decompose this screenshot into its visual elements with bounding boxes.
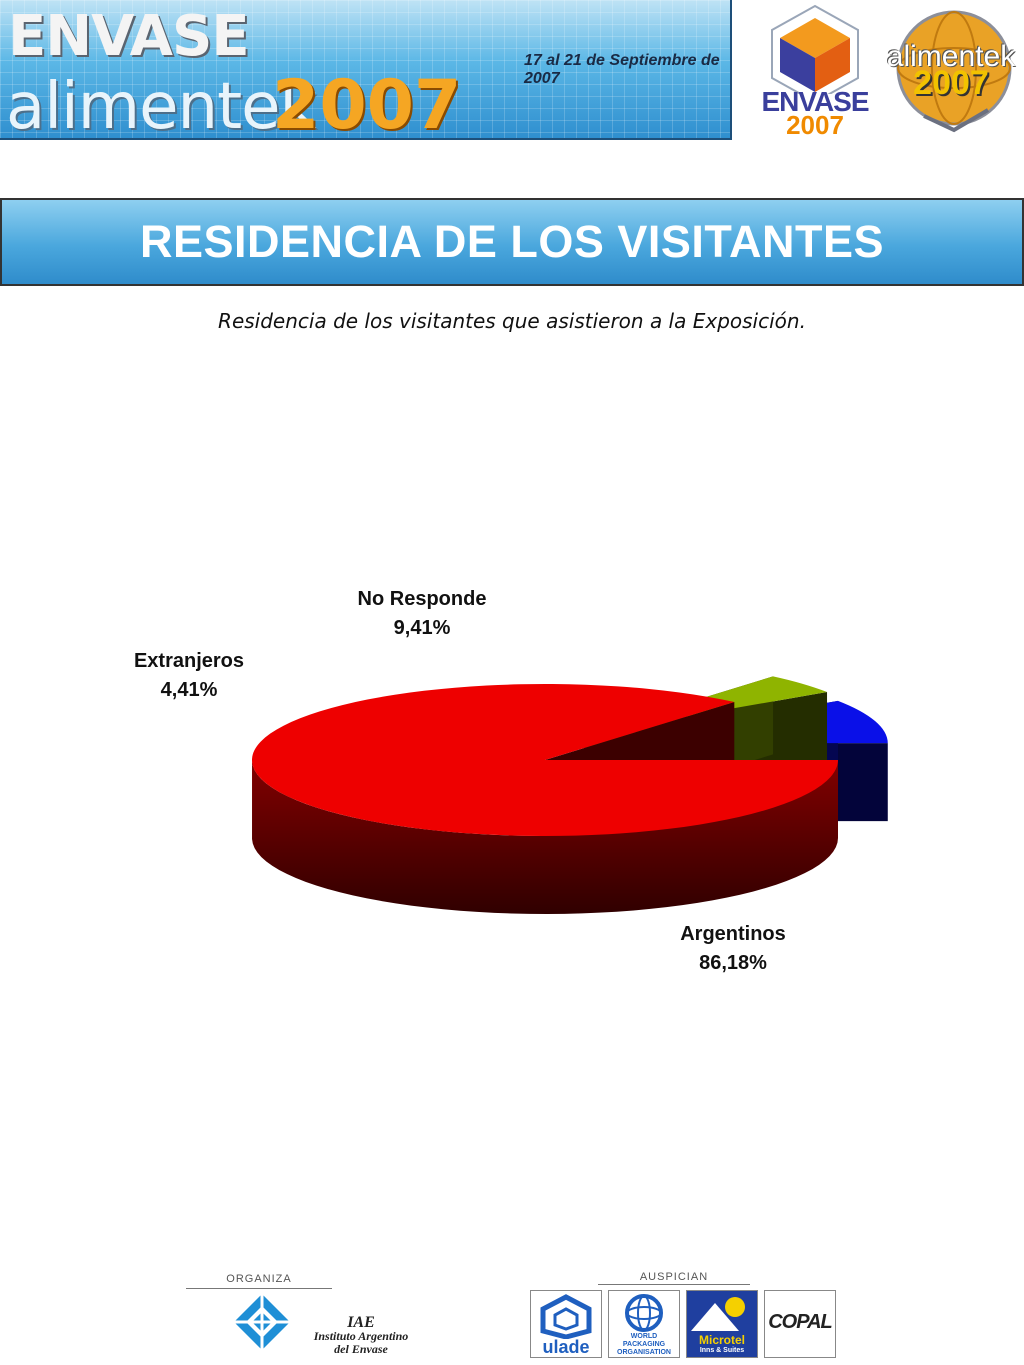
sponsor-microtel-line2: Inns & Suites: [699, 1347, 745, 1354]
label-argentinos-value: 86,18%: [699, 952, 767, 974]
pie-side-argentinos: [252, 760, 839, 914]
banner-dates: 17 al 21 de Septiembre de 2007: [524, 52, 720, 87]
envase-logo: ENVASE 2007: [748, 4, 882, 140]
banner-year: 2007: [272, 66, 462, 140]
sponsor-microtel: Microtel Inns & Suites: [686, 1290, 758, 1358]
alimentek-logo: alimentek 2007: [884, 6, 1018, 136]
alimentek-logo-word: alimentek: [886, 40, 1016, 73]
label-no-responde-name: No Responde: [357, 588, 487, 610]
banner-envase-word: ENVASE: [8, 4, 250, 69]
header-banner: ENVASE 17 al 21 de Septiembre de 2007 al…: [0, 0, 732, 140]
pie-slice-argentinos: [252, 684, 839, 836]
sponsor-wpo-line1: WORLD: [630, 1333, 658, 1340]
auspician-divider: [598, 1284, 750, 1285]
iae-logo-icon: [234, 1294, 290, 1350]
sponsor-wpo: WORLD PACKAGING ORGANISATION: [608, 1290, 680, 1358]
alimentek-logo-year: 2007: [913, 64, 989, 102]
organizer-short: IAE: [347, 1314, 375, 1331]
sponsor-wpo-line2: PACKAGING: [622, 1341, 666, 1348]
sponsor-microtel-line1: Microtel: [698, 1333, 745, 1347]
pie-chart: [252, 676, 888, 914]
sponsor-copal: COPAL: [764, 1290, 836, 1358]
label-no-responde-value: 9,41%: [393, 617, 451, 639]
envase-logo-word: ENVASE: [761, 86, 869, 117]
ulade-cube-icon: [540, 1294, 592, 1339]
sponsor-ulade: ulade: [530, 1290, 602, 1358]
label-argentinos-name: Argentinos: [680, 923, 786, 945]
label-extranjeros-value: 4,41%: [160, 679, 218, 701]
microtel-mountain-icon: [691, 1297, 745, 1331]
cube-icon: [771, 4, 859, 104]
sponsor-wpo-name: WORLD PACKAGING ORGANISATION: [609, 1333, 679, 1357]
chart-subtitle: Residencia de los visitantes que asistie…: [218, 309, 806, 333]
label-argentinos: Argentinos 86,18%: [633, 920, 833, 978]
label-extranjeros-name: Extranjeros: [133, 650, 245, 672]
label-no-responde: No Responde 9,41%: [322, 585, 522, 643]
banner-alimentek-word: alimentek: [6, 70, 317, 140]
sponsor-ulade-name: ulade: [542, 1337, 590, 1357]
organiza-caption: ORGANIZA: [226, 1273, 292, 1285]
title-bar: RESIDENCIA DE LOS VISITANTES: [0, 198, 1024, 286]
envase-logo-year: 2007: [786, 110, 844, 140]
wpo-globe-icon: [625, 1294, 663, 1332]
label-extranjeros: Extranjeros 4,41%: [89, 647, 289, 705]
sponsor-copal-name: COPAL: [768, 1311, 833, 1333]
globe-icon: [896, 10, 1012, 133]
auspician-caption: AUSPICIAN: [639, 1271, 709, 1283]
organizer-name-line2: del Envase: [334, 1342, 388, 1356]
page-title: RESIDENCIA DE LOS VISITANTES: [139, 216, 885, 267]
organiza-divider: [186, 1288, 332, 1289]
organizer-name: IAE Instituto Argentino del Envase: [296, 1314, 426, 1356]
organizer-name-line1: Instituto Argentino: [313, 1329, 409, 1343]
sponsor-wpo-line3: ORGANISATION: [617, 1349, 671, 1356]
banner-grid-pattern: [0, 0, 730, 138]
